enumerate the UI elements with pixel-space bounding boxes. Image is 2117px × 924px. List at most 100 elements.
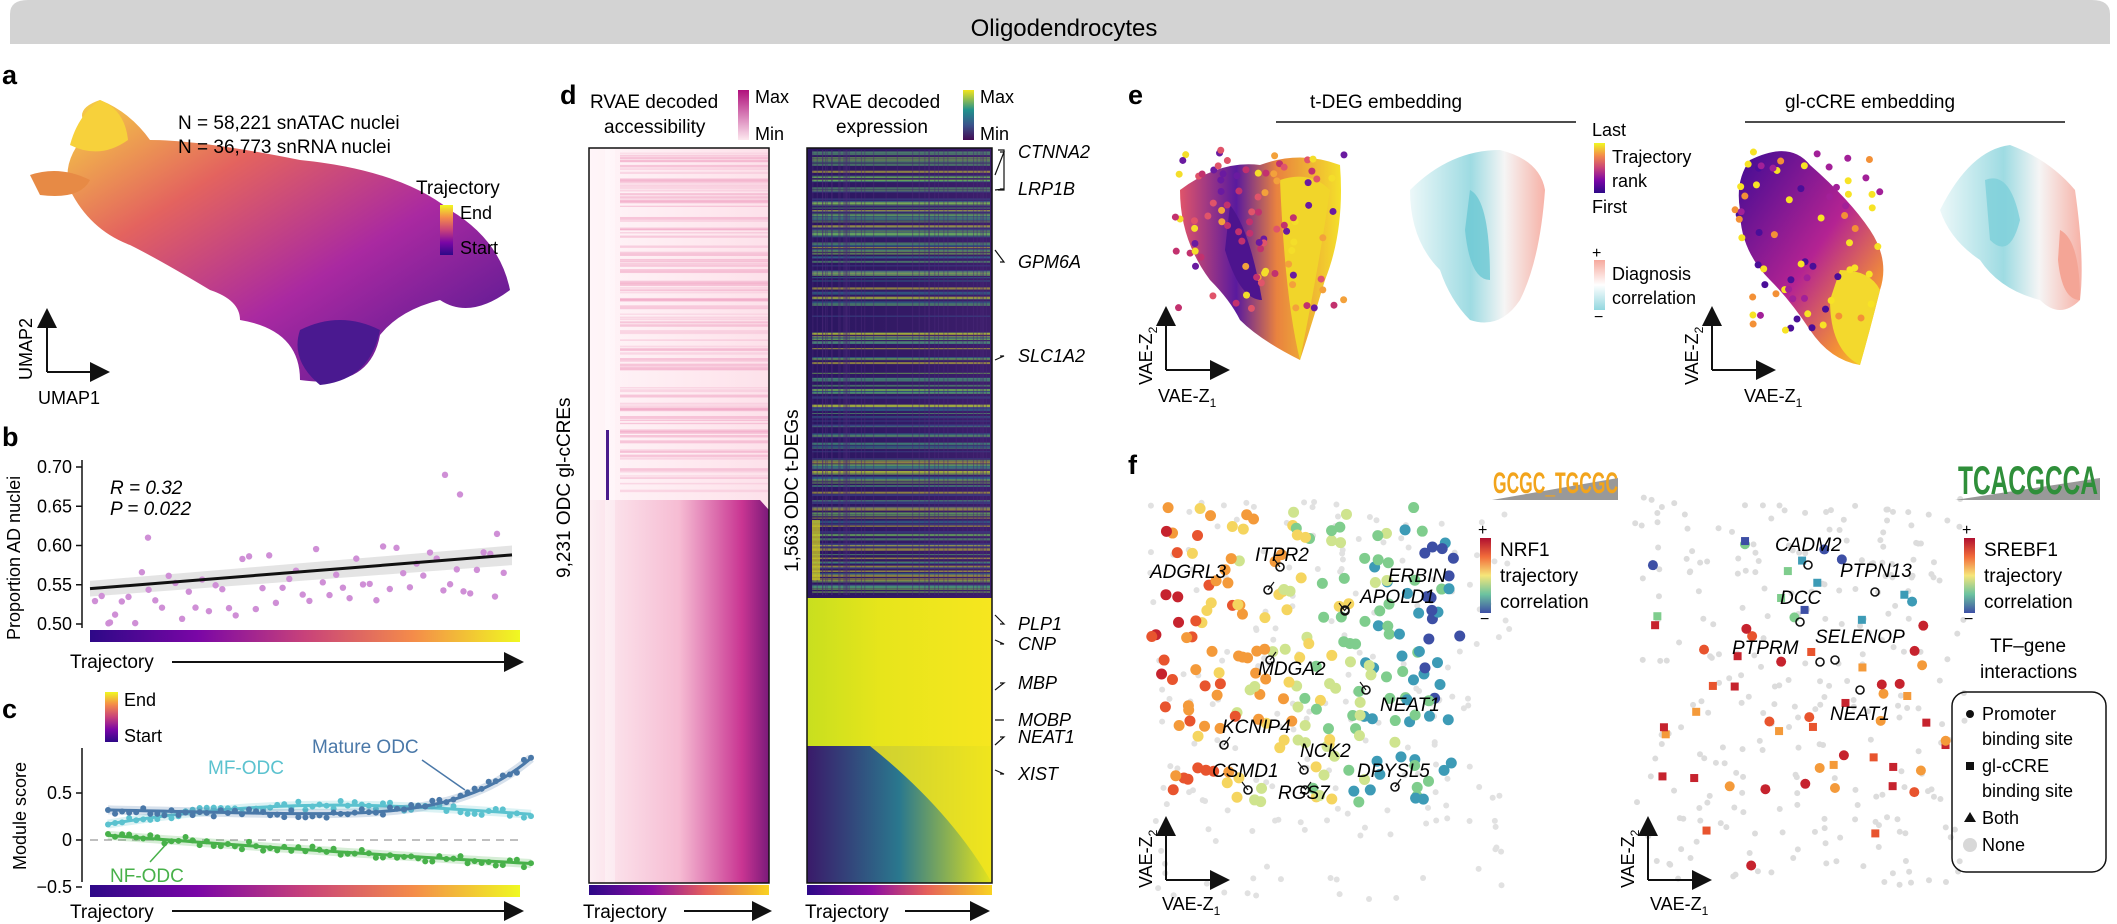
header-bar [10,0,2110,44]
f-right-dot [1875,715,1886,726]
exp-stripe [812,348,990,350]
c-series-point [337,851,344,858]
exp-stripe [812,163,990,166]
acc-stripe [620,419,768,422]
f-left-bg-dot [1272,817,1279,824]
f-left-dot [1172,591,1184,603]
c-series-point [387,799,393,806]
f-right-yaxis-label: VAE-Z2 [1618,829,1642,888]
c-series-point [365,809,372,816]
f-right-bg-dot [1634,799,1641,806]
b-data-point [446,581,454,588]
f-right-bg-dot [1896,828,1903,835]
f-left-dot [1338,636,1350,648]
f-left-leader [1241,781,1249,791]
f-right-dot [1922,718,1931,727]
f-left-marker [1361,685,1371,695]
acc-stripe [620,289,768,292]
exp-stripe [812,257,990,259]
exp-stripe [812,252,990,255]
f-right-bg-dot [1816,741,1823,748]
exp-stripe [812,548,990,551]
exp-stripe [812,277,990,279]
c-series-point [288,847,295,854]
exp-stripe [812,291,990,293]
f-left-dot [1380,671,1392,683]
c-series-point [161,812,168,819]
f-right-bg-dot [1870,560,1877,567]
f-left-bg-dot [1432,789,1439,796]
exp-stripe [812,214,990,217]
exp-stripe [812,580,990,583]
diag-label-2: correlation [1612,288,1696,308]
c-series-point [154,816,161,823]
f-left-leader [1338,602,1346,612]
b-data-point [212,582,219,589]
f-left-bg-dot [1492,846,1499,853]
f-left-bg-dot [1438,520,1445,527]
b-data-point [185,588,192,595]
f-left-bg-dot [1272,625,1279,632]
acc-stripe [620,348,768,352]
f-right-bg-dot [1872,818,1879,825]
f-left-dot [1326,649,1338,661]
c-series-point [302,848,309,855]
tdeg-dot [1304,179,1312,187]
exp-stripe [812,482,990,484]
f-left-marker [1275,562,1285,572]
f-left-bg-dot [1147,569,1154,576]
c-ytick-label: 0 [62,830,72,850]
f-right-bg-dot [1768,515,1775,522]
glccre-dot [1826,193,1834,201]
acc-stripe [620,171,768,174]
b-data-point [306,597,313,605]
tdeg-dot [1253,273,1261,281]
f-left-bg-dot [1366,514,1373,521]
glccre-dot [1781,326,1789,334]
glccre-dot [1876,188,1884,196]
tfgene-legend-box [1951,691,2107,873]
c-series-point [337,810,344,817]
c-series-point [471,810,478,817]
f-left-bg-dot [1314,566,1321,573]
f-left-bg-dot [1155,885,1162,892]
glccre-dot [1862,174,1870,182]
f-right-dot [1858,663,1867,672]
exp-stripe [812,426,990,428]
exp-stripe [812,479,990,482]
f-right-bg-dot [1915,748,1922,755]
f-left-marker [1265,655,1275,665]
b-data-point [473,566,481,574]
f-left-bg-dot [1224,807,1231,814]
exp-stripe [812,332,990,336]
umap-embedding [30,100,510,385]
c-series-point [210,813,217,820]
c-series-point [464,860,471,867]
f-right-bg-dot [1802,660,1809,667]
f-left-dot [1359,552,1371,564]
f-right-bg-dot [1653,858,1660,865]
c-series-point [154,834,161,841]
f-right-dot [1876,679,1887,690]
f-left-bg-dot [1180,671,1187,678]
f-left-bg-dot [1420,874,1427,881]
acc-stripe [620,489,768,493]
exp-stripe [812,337,990,340]
panel-c-colorbar [105,692,118,742]
exp-stripe [812,384,990,387]
f-left-dot [1192,529,1204,541]
exp-column [937,150,939,595]
f-right-bg-dot [1835,660,1842,667]
nrf1-motif-logo: GCGC_TGCGC [1492,467,1618,500]
f-right-bg-dot [1957,496,1964,503]
c-series-point [401,853,408,860]
c-series-point [450,803,457,810]
b-data-point [319,579,326,586]
f-right-bg-dot [1850,703,1857,710]
tdeg-dot [1270,170,1278,178]
acc-min: Min [755,124,784,144]
c-series-point [323,802,330,809]
f-right-bg-dot [1656,566,1663,573]
panel-a-letter: a [2,60,18,90]
f-right-bg-dot [1755,558,1762,565]
